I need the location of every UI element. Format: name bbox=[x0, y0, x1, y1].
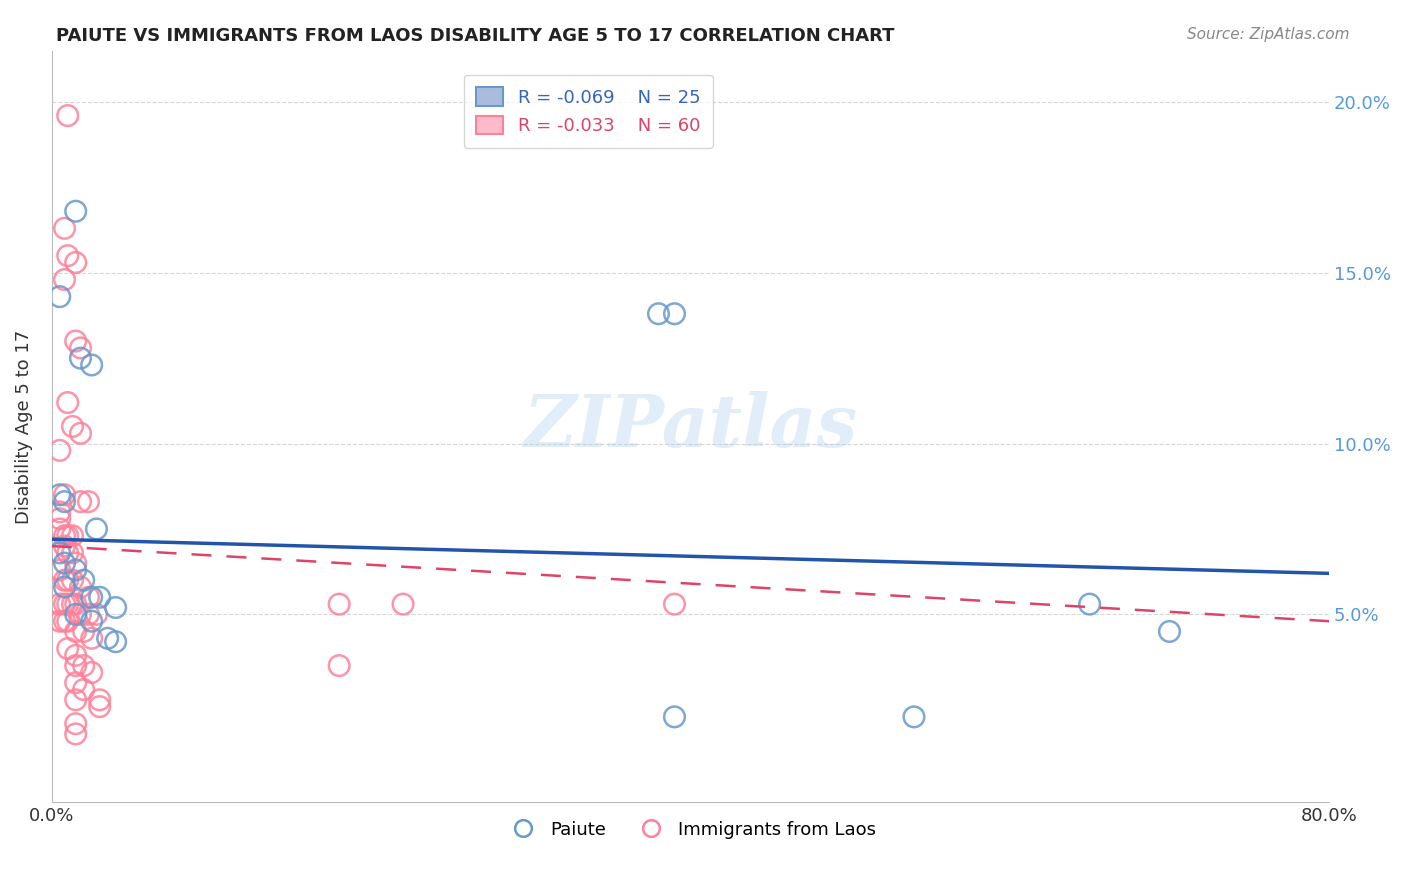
Point bbox=[328, 658, 350, 673]
Point bbox=[48, 488, 70, 502]
Point bbox=[48, 614, 70, 628]
Point bbox=[65, 693, 87, 707]
Point bbox=[664, 597, 686, 611]
Point bbox=[53, 556, 76, 570]
Point bbox=[48, 597, 70, 611]
Point bbox=[80, 614, 103, 628]
Point bbox=[647, 307, 669, 321]
Point bbox=[56, 597, 79, 611]
Point bbox=[89, 699, 111, 714]
Point bbox=[53, 573, 76, 587]
Point bbox=[53, 597, 76, 611]
Point bbox=[77, 591, 100, 605]
Point bbox=[89, 591, 111, 605]
Point bbox=[104, 600, 127, 615]
Y-axis label: Disability Age 5 to 17: Disability Age 5 to 17 bbox=[15, 329, 32, 524]
Point bbox=[48, 546, 70, 560]
Point bbox=[69, 607, 91, 622]
Point bbox=[1159, 624, 1181, 639]
Point bbox=[56, 546, 79, 560]
Point bbox=[56, 614, 79, 628]
Point bbox=[53, 614, 76, 628]
Point bbox=[65, 255, 87, 269]
Point bbox=[80, 665, 103, 680]
Point bbox=[65, 658, 87, 673]
Point bbox=[86, 607, 108, 622]
Point bbox=[56, 395, 79, 409]
Point bbox=[65, 204, 87, 219]
Point bbox=[1078, 597, 1101, 611]
Point bbox=[56, 249, 79, 263]
Point bbox=[73, 573, 96, 587]
Point bbox=[69, 351, 91, 366]
Point bbox=[65, 334, 87, 348]
Point bbox=[56, 573, 79, 587]
Point bbox=[62, 529, 84, 543]
Point bbox=[65, 727, 87, 741]
Text: ZIPatlas: ZIPatlas bbox=[523, 391, 858, 462]
Point bbox=[62, 573, 84, 587]
Point bbox=[77, 607, 100, 622]
Point bbox=[53, 539, 76, 553]
Point bbox=[48, 505, 70, 519]
Point bbox=[62, 546, 84, 560]
Point bbox=[80, 358, 103, 372]
Point bbox=[86, 522, 108, 536]
Point bbox=[104, 634, 127, 648]
Point bbox=[903, 710, 925, 724]
Text: PAIUTE VS IMMIGRANTS FROM LAOS DISABILITY AGE 5 TO 17 CORRELATION CHART: PAIUTE VS IMMIGRANTS FROM LAOS DISABILIT… bbox=[56, 27, 894, 45]
Point bbox=[48, 563, 70, 577]
Point bbox=[48, 522, 70, 536]
Point bbox=[73, 682, 96, 697]
Point bbox=[62, 597, 84, 611]
Point bbox=[97, 632, 120, 646]
Point bbox=[65, 648, 87, 663]
Point bbox=[65, 675, 87, 690]
Point bbox=[65, 563, 87, 577]
Legend: Paiute, Immigrants from Laos: Paiute, Immigrants from Laos bbox=[498, 814, 883, 846]
Point bbox=[56, 109, 79, 123]
Point bbox=[48, 512, 70, 526]
Point bbox=[73, 658, 96, 673]
Point bbox=[328, 597, 350, 611]
Point bbox=[62, 419, 84, 434]
Point bbox=[89, 693, 111, 707]
Point bbox=[56, 641, 79, 656]
Point bbox=[65, 716, 87, 731]
Point bbox=[48, 443, 70, 458]
Point bbox=[53, 272, 76, 286]
Point bbox=[69, 494, 91, 508]
Point bbox=[56, 529, 79, 543]
Point bbox=[664, 710, 686, 724]
Point bbox=[65, 624, 87, 639]
Point bbox=[392, 597, 415, 611]
Point bbox=[53, 221, 76, 235]
Point bbox=[65, 597, 87, 611]
Point bbox=[73, 624, 96, 639]
Point bbox=[69, 426, 91, 441]
Point bbox=[69, 341, 91, 355]
Point bbox=[69, 580, 91, 594]
Point bbox=[80, 591, 103, 605]
Point bbox=[80, 632, 103, 646]
Point bbox=[53, 494, 76, 508]
Point bbox=[48, 290, 70, 304]
Point bbox=[53, 488, 76, 502]
Text: Source: ZipAtlas.com: Source: ZipAtlas.com bbox=[1187, 27, 1350, 42]
Point bbox=[65, 607, 87, 622]
Point bbox=[65, 556, 87, 570]
Point bbox=[53, 580, 76, 594]
Point bbox=[664, 307, 686, 321]
Point bbox=[53, 529, 76, 543]
Point bbox=[77, 494, 100, 508]
